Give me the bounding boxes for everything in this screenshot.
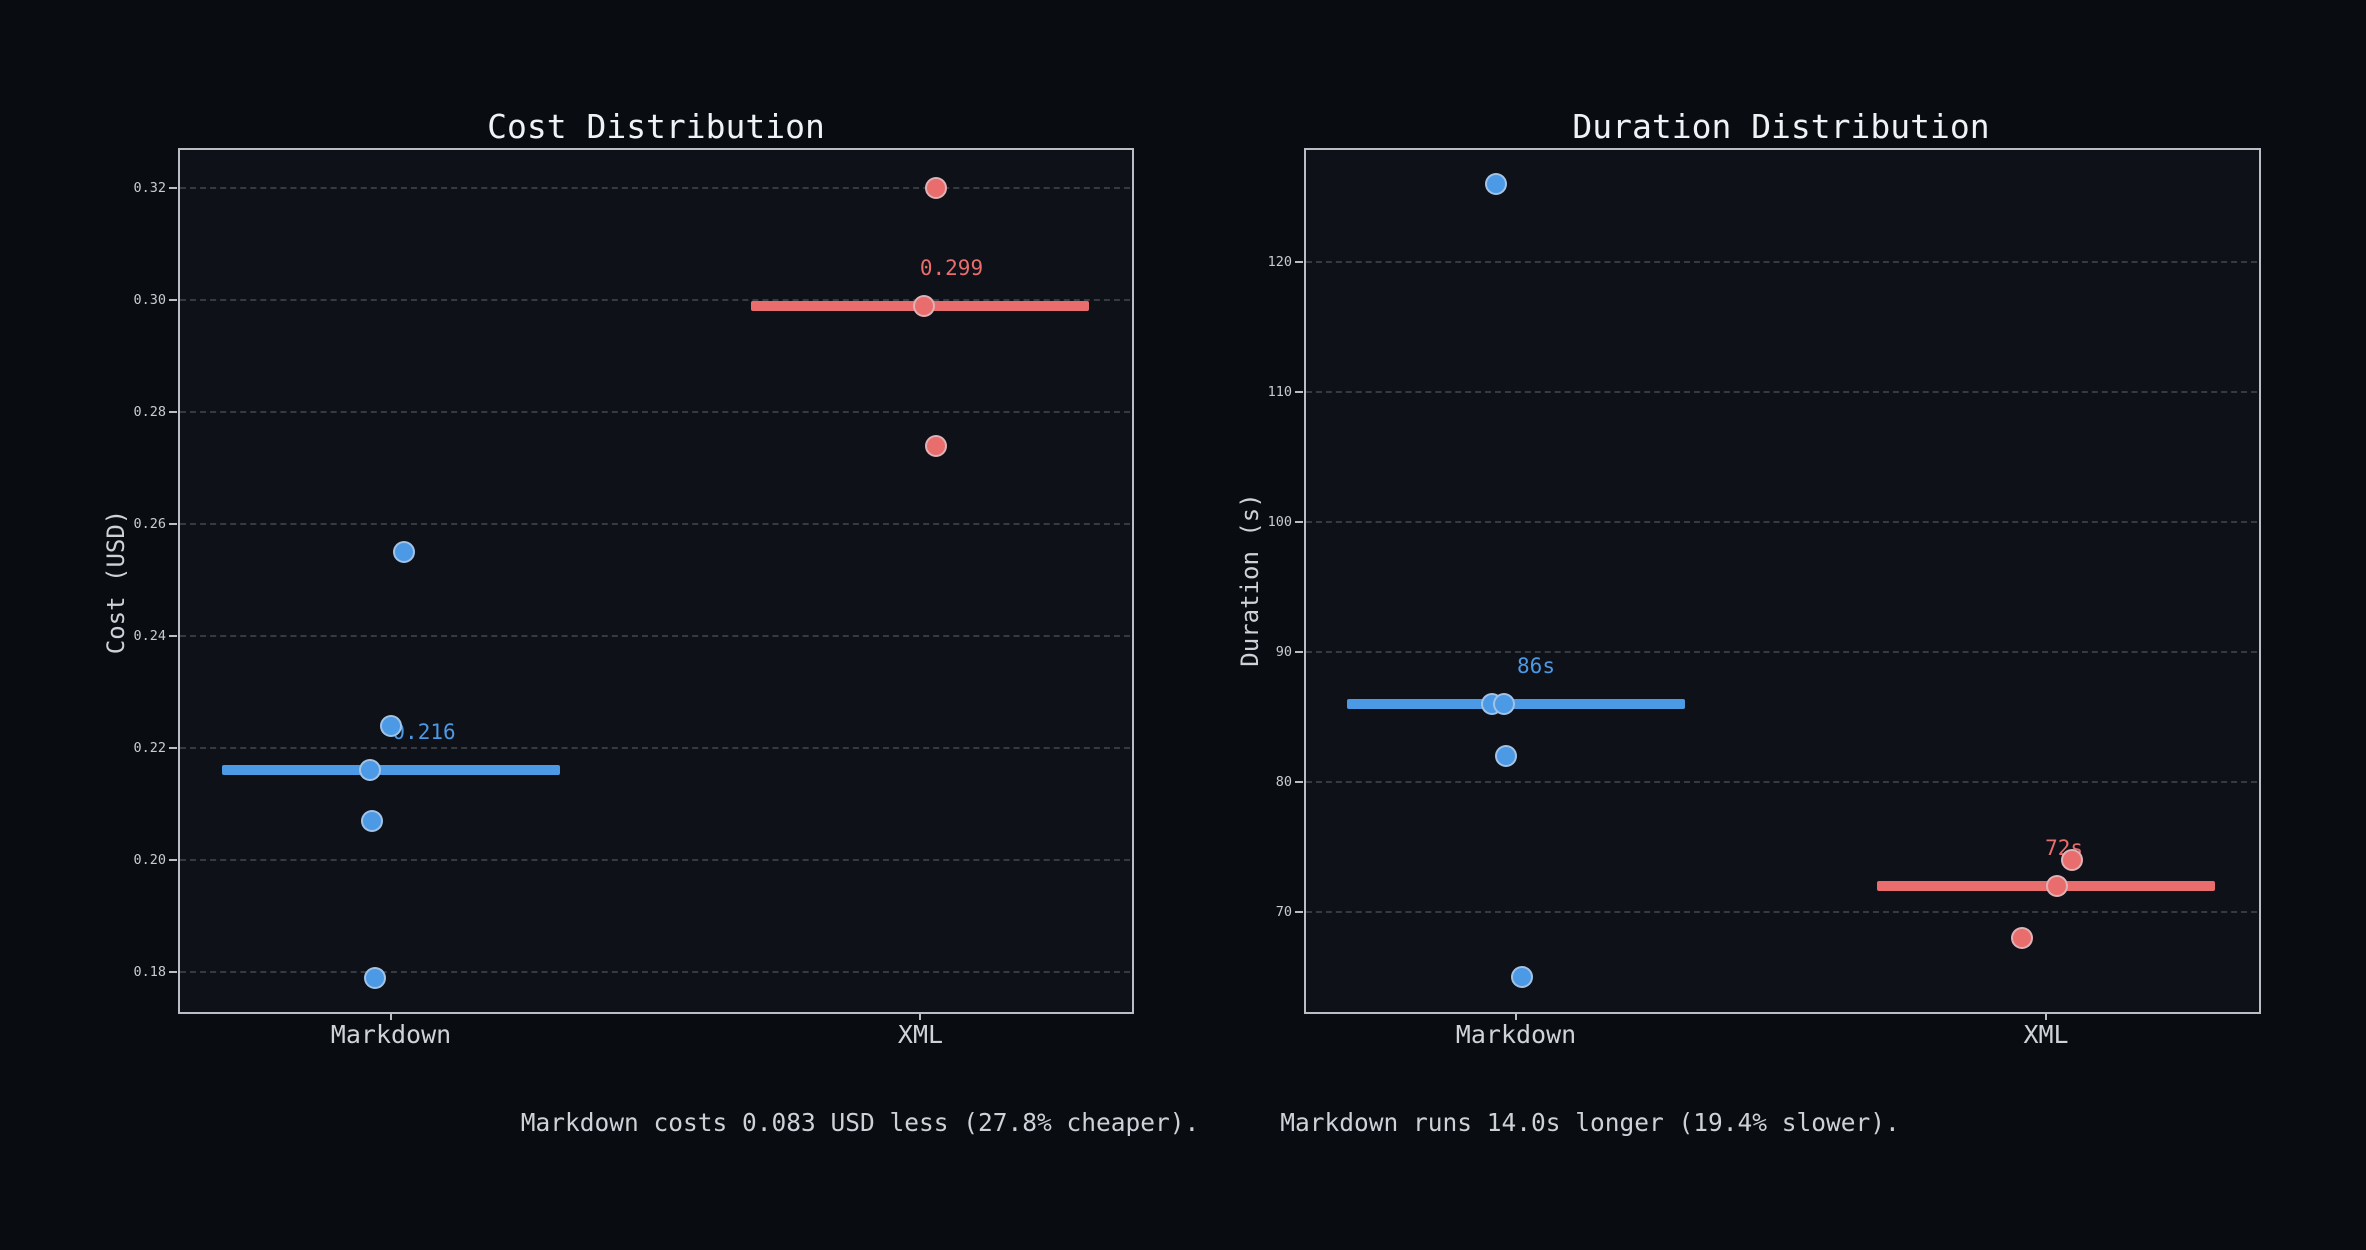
y-tick-mark: [1295, 651, 1303, 654]
gridline: [180, 859, 1130, 861]
x-tick-label: Markdown: [1455, 1020, 1577, 1049]
cost-chart-title: Cost Distribution: [487, 107, 825, 146]
cost-summary-caption: Markdown costs 0.083 USD less (27.8% che…: [520, 1108, 1200, 1137]
data-point: [1493, 693, 1515, 716]
median-line: [222, 765, 561, 776]
data-point: [1485, 173, 1507, 195]
y-tick-mark: [169, 298, 177, 301]
data-point: [1495, 745, 1517, 768]
data-point: [913, 294, 936, 317]
data-point: [364, 966, 387, 989]
gridline: [180, 971, 1130, 973]
median-value-label: 0.216: [392, 720, 456, 745]
x-tick-label: XML: [2023, 1020, 2069, 1049]
y-tick-mark: [169, 747, 177, 749]
data-point: [2011, 927, 2034, 950]
y-tick-mark: [169, 522, 177, 525]
gridline: [180, 298, 1130, 301]
y-tick-mark: [169, 186, 177, 189]
median-line: [1347, 699, 1685, 710]
y-tick-label: 120: [1267, 254, 1292, 270]
y-tick-mark: [169, 635, 177, 637]
median-value-label: 86s: [1517, 654, 1555, 679]
gridline: [1306, 781, 2257, 784]
y-tick-label: 70: [1275, 904, 1292, 921]
y-tick-label: 0.28: [133, 403, 166, 420]
y-tick-mark: [169, 859, 177, 861]
gridline: [1306, 911, 2257, 914]
y-tick-label: 0.30: [133, 291, 166, 308]
y-tick-mark: [1295, 781, 1303, 784]
data-point: [393, 540, 416, 563]
x-tick-mark: [919, 1012, 922, 1020]
y-tick-label: 90: [1275, 644, 1292, 661]
gridline: [180, 635, 1130, 637]
y-tick-label: 0.24: [133, 628, 166, 644]
gridline: [1306, 521, 2257, 524]
data-point: [361, 809, 384, 832]
y-tick-label: 0.18: [133, 964, 166, 980]
gridline: [180, 747, 1130, 749]
y-tick-label: 80: [1275, 774, 1292, 791]
cost-chart-plot-area: [178, 148, 1134, 1014]
gridline: [1306, 391, 2257, 394]
data-point: [925, 176, 948, 199]
gridline: [180, 186, 1130, 189]
y-tick-label: 0.32: [133, 179, 166, 196]
gridline: [180, 410, 1130, 413]
y-tick-label: 0.20: [133, 852, 166, 868]
x-tick-mark: [390, 1012, 393, 1020]
y-tick-label: 110: [1267, 384, 1292, 401]
data-point: [359, 759, 382, 782]
y-tick-label: 0.26: [133, 515, 166, 532]
data-point: [925, 434, 948, 457]
x-tick-label: XML: [897, 1020, 944, 1049]
x-tick-mark: [1515, 1012, 1517, 1020]
data-point: [380, 714, 403, 737]
gridline: [1306, 261, 2257, 263]
x-tick-label: Markdown: [330, 1020, 452, 1049]
gridline: [1306, 651, 2257, 654]
y-tick-label: 0.22: [133, 740, 166, 756]
median-value-label: 0.299: [919, 255, 984, 280]
data-point: [2061, 849, 2084, 872]
y-tick-mark: [169, 971, 177, 973]
duration-chart-plot-area: [1304, 148, 2261, 1014]
x-tick-mark: [2045, 1012, 2048, 1020]
duration-chart-title: Duration Distribution: [1572, 107, 1990, 146]
data-point: [2046, 875, 2069, 898]
y-tick-mark: [169, 410, 177, 413]
y-tick-mark: [1295, 261, 1303, 263]
data-point: [1511, 966, 1533, 989]
y-tick-mark: [1295, 391, 1303, 394]
gridline: [180, 522, 1130, 525]
y-tick-mark: [1295, 911, 1303, 914]
duration-summary-caption: Markdown runs 14.0s longer (19.4% slower…: [1280, 1108, 1900, 1137]
y-tick-label: 100: [1267, 514, 1292, 531]
y-tick-mark: [1295, 521, 1303, 524]
